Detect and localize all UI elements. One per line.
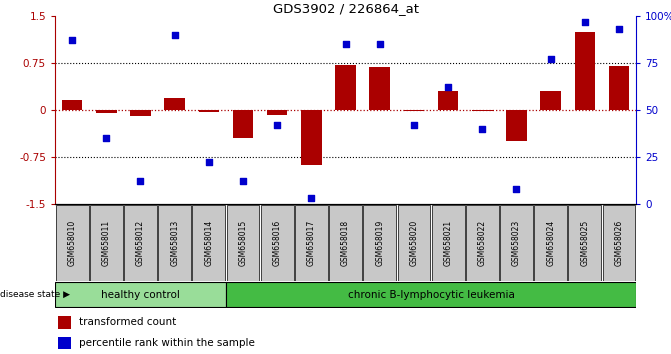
Bar [438,91,458,110]
Text: transformed count: transformed count [79,317,176,327]
Text: healthy control: healthy control [101,290,180,300]
Bar [329,205,362,281]
Text: GSM658019: GSM658019 [375,219,384,266]
Bar [363,205,396,281]
Text: GSM658022: GSM658022 [478,219,486,266]
Text: GSM658014: GSM658014 [205,219,213,266]
Bar [267,110,287,115]
Point [580,19,590,24]
Bar [336,65,356,110]
Bar [164,98,185,110]
Point [203,159,214,165]
Point [614,26,625,32]
Bar [227,205,260,281]
Bar [431,205,464,281]
Bar [62,100,83,110]
Text: GSM658010: GSM658010 [68,219,76,266]
Bar [96,110,117,113]
Point [477,126,488,131]
Bar [58,316,71,329]
Text: GSM658011: GSM658011 [102,219,111,266]
Bar [370,67,390,110]
Point [169,32,180,38]
Text: GSM658025: GSM658025 [580,219,589,266]
Point [135,178,146,184]
Bar [568,205,601,281]
Bar [233,110,253,138]
Text: GSM658023: GSM658023 [512,219,521,266]
Bar [158,205,191,281]
Bar [58,337,71,349]
Bar [534,205,567,281]
Point [511,186,522,192]
Bar [295,205,328,281]
Point [238,178,248,184]
Text: GSM658026: GSM658026 [615,219,623,266]
Point [546,56,556,62]
Bar [55,282,226,307]
Bar [603,205,635,281]
Point [306,195,317,201]
Text: GSM658020: GSM658020 [409,219,419,266]
Text: GSM658018: GSM658018 [341,219,350,266]
Bar [506,110,527,141]
Bar [226,282,636,307]
Bar [124,205,157,281]
Bar [574,32,595,110]
Text: disease state ▶: disease state ▶ [0,290,70,299]
Bar [540,91,561,110]
Bar [199,110,219,112]
Point [374,41,385,47]
Text: percentile rank within the sample: percentile rank within the sample [79,338,255,348]
Point [272,122,282,127]
Bar [466,205,499,281]
Text: GSM658024: GSM658024 [546,219,555,266]
Bar [500,205,533,281]
Point [443,84,454,90]
Text: GSM658012: GSM658012 [136,219,145,266]
Text: GSM658015: GSM658015 [238,219,248,266]
Point [101,135,111,141]
Text: GSM658013: GSM658013 [170,219,179,266]
Bar [90,205,123,281]
Title: GDS3902 / 226864_at: GDS3902 / 226864_at [272,2,419,15]
Point [66,38,77,43]
Bar [130,110,151,116]
Bar [609,66,629,110]
Point [409,122,419,127]
Bar [397,205,430,281]
Point [340,41,351,47]
Text: chronic B-lymphocytic leukemia: chronic B-lymphocytic leukemia [348,290,515,300]
Text: GSM658017: GSM658017 [307,219,316,266]
Bar [261,205,294,281]
Bar [301,110,321,165]
Text: GSM658021: GSM658021 [444,219,453,266]
Bar [472,110,493,111]
Text: GSM658016: GSM658016 [272,219,282,266]
Bar [56,205,89,281]
Bar [193,205,225,281]
Bar [404,110,424,111]
